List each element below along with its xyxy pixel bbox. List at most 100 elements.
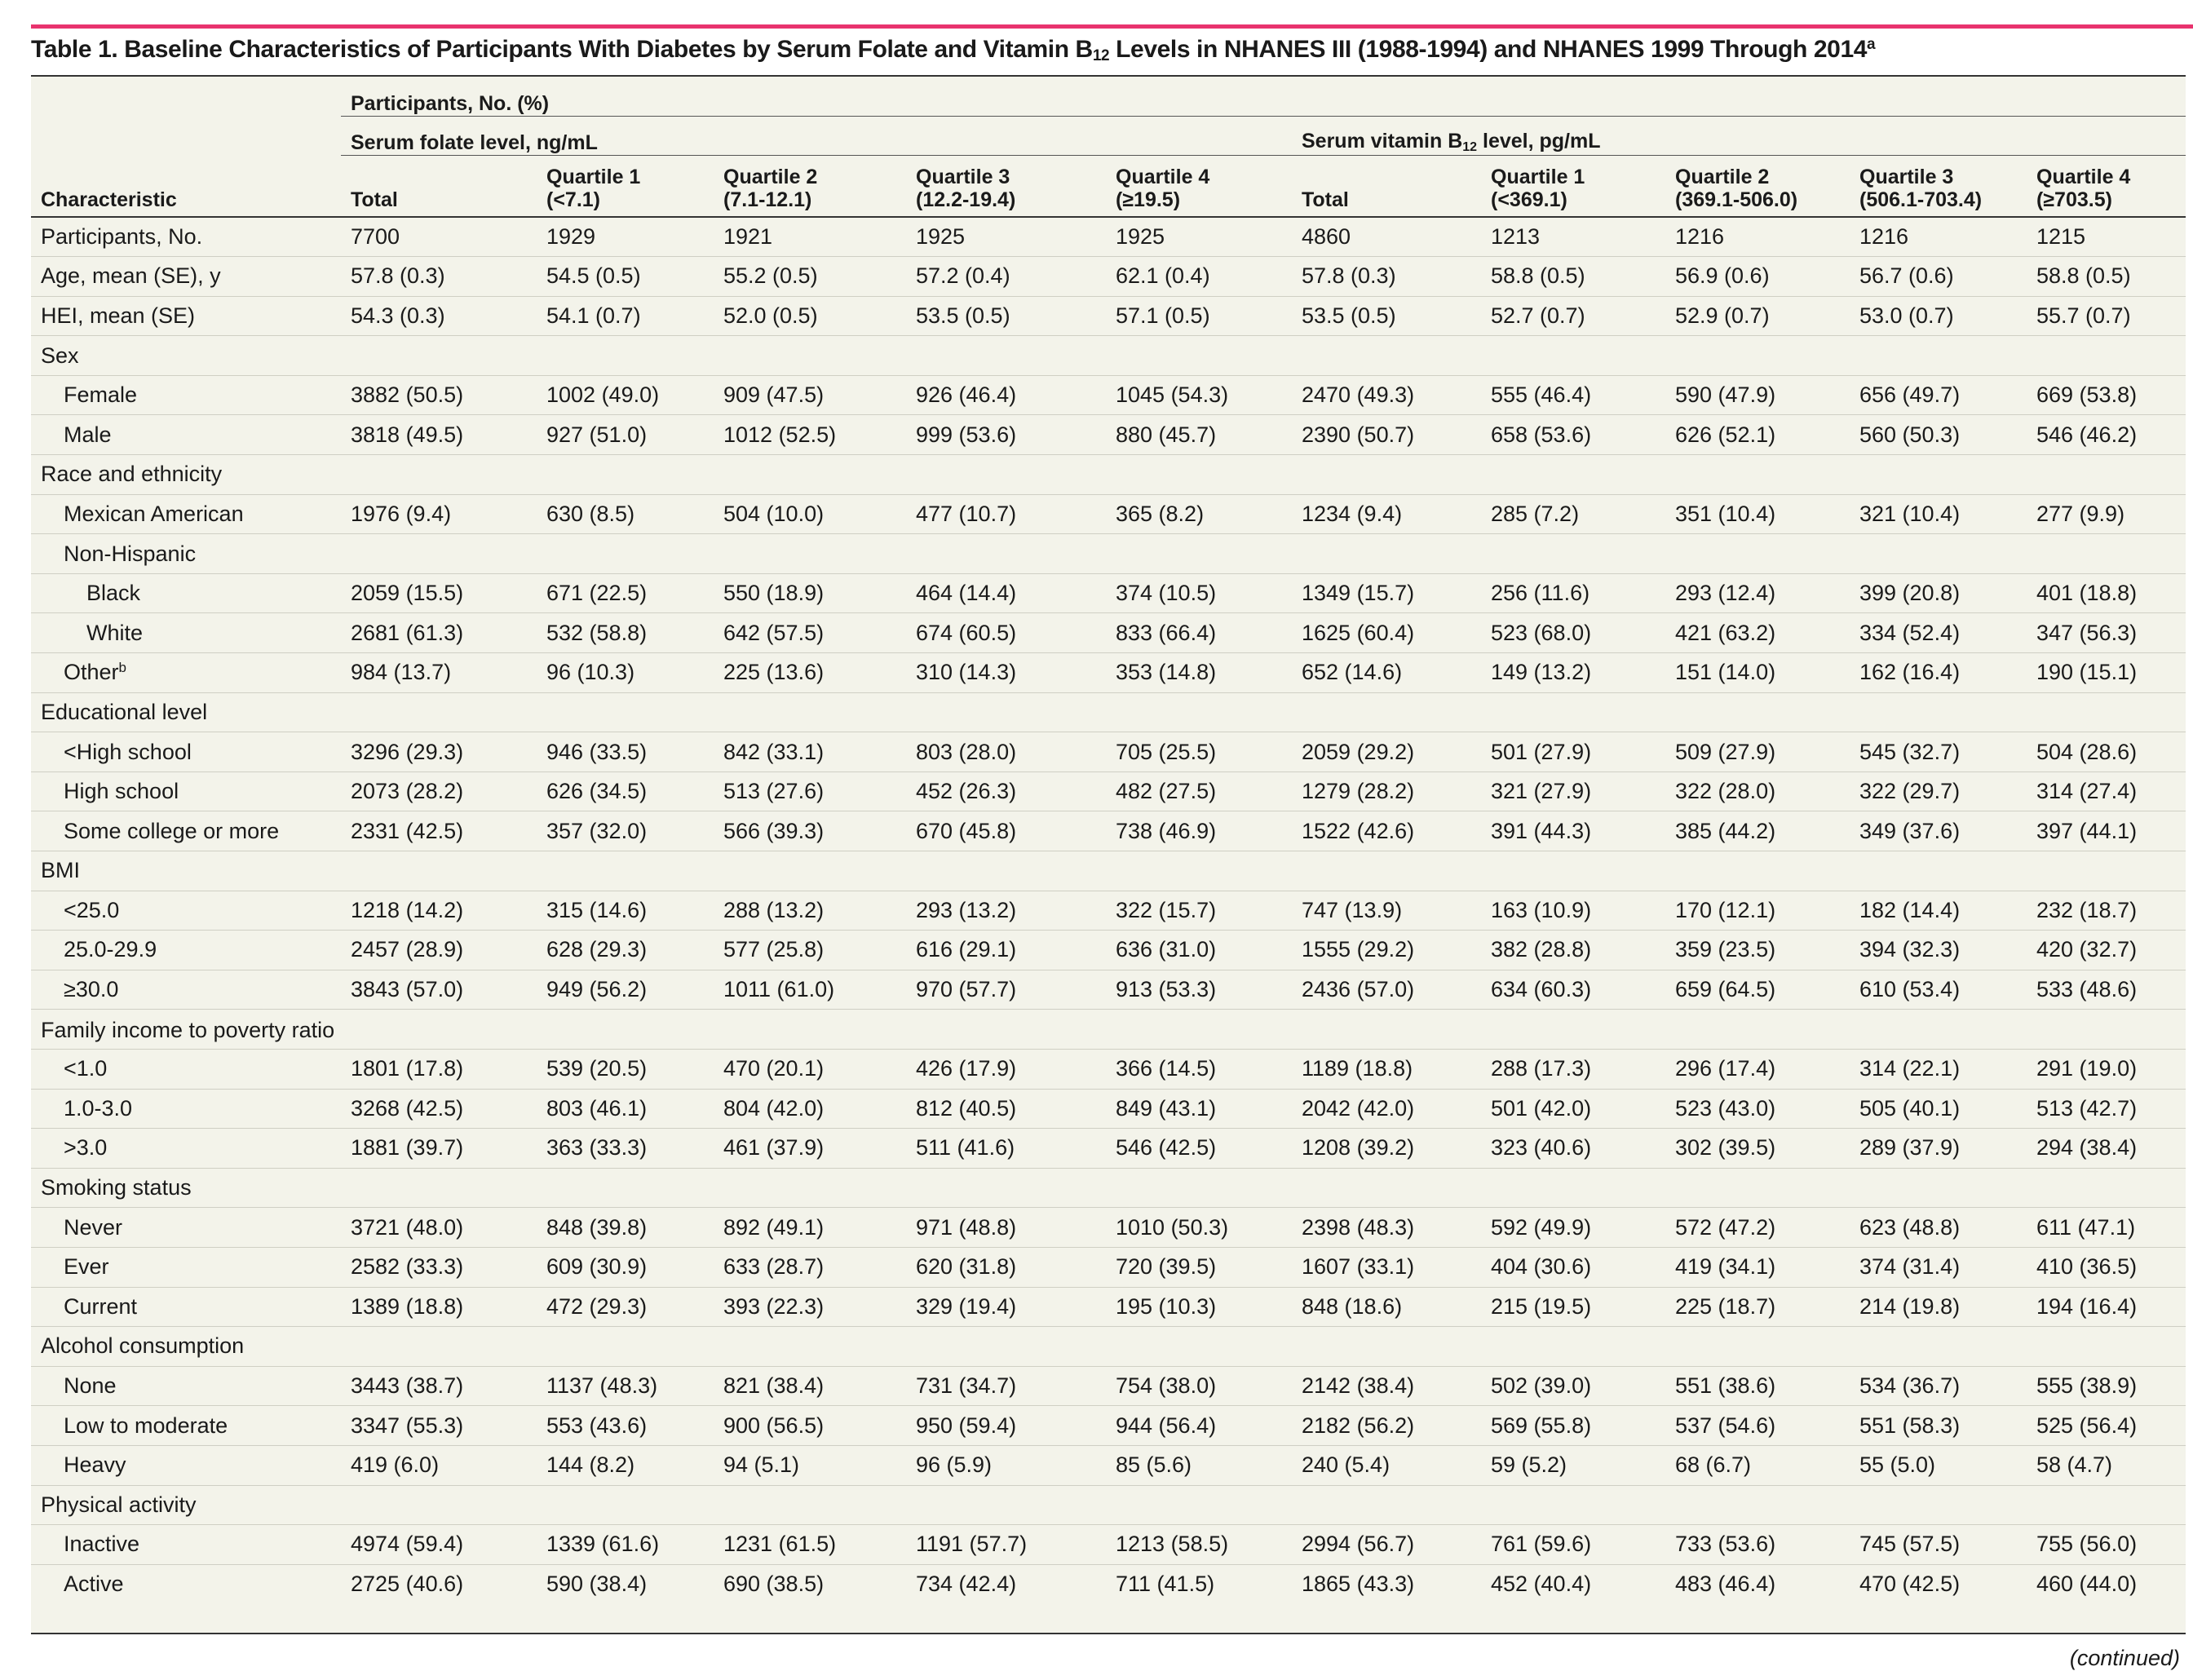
table-cell: 553 (43.6) — [537, 1405, 714, 1446]
table-cell: 58.8 (0.5) — [1481, 256, 1665, 297]
table-cell: 461 (37.9) — [714, 1128, 906, 1169]
table-cell: 293 (13.2) — [906, 890, 1106, 931]
table-cell — [906, 851, 1106, 891]
column-header-line1: Total — [351, 188, 398, 211]
table-cell — [341, 454, 537, 495]
table-row: Alcohol consumption — [31, 1326, 2186, 1367]
table-cell: 315 (14.6) — [537, 890, 714, 931]
table-cell: 842 (33.1) — [714, 732, 906, 772]
table-row: Sex — [31, 335, 2186, 376]
table-row: Black 2059 (15.5) 671 (22.5) 550 (18.9) 464 … — [31, 573, 2186, 613]
table-row: 1.0-3.0 3268 (42.5) 803 (46.1) 804 (42.0) 81… — [31, 1088, 2186, 1129]
table-cell — [1665, 1167, 1850, 1208]
column-header: Quartile 2 (7.1-12.1) — [714, 155, 906, 218]
table-cell: 289 (37.9) — [1850, 1128, 2027, 1169]
row-label-text: Active — [64, 1572, 124, 1597]
table-cell — [537, 1167, 714, 1208]
table-cell: 949 (56.2) — [537, 969, 714, 1010]
table-cell: 182 (14.4) — [1850, 890, 2027, 931]
table-cell: 1522 (42.6) — [1292, 811, 1481, 851]
row-label-text: Some college or more — [64, 818, 280, 843]
table-cell: 55.7 (0.7) — [2027, 295, 2186, 336]
table-cell — [1292, 1167, 1481, 1208]
table-cell: 754 (38.0) — [1106, 1365, 1292, 1406]
row-label: <High school — [31, 732, 341, 772]
b12-group-header: Serum vitamin B12 level, pg/mL — [1292, 116, 2186, 156]
row-label: White — [31, 612, 341, 653]
column-header-line1: Quartile 2 — [723, 166, 818, 188]
row-label: High school — [31, 771, 341, 811]
table-cell: 670 (45.8) — [906, 811, 1106, 851]
table-cell: 505 (40.1) — [1850, 1088, 2027, 1129]
table-cell: 1191 (57.7) — [906, 1524, 1106, 1565]
table-cell — [341, 1484, 537, 1525]
table-cell — [1665, 1326, 1850, 1367]
table-row: Active 2725 (40.6) 590 (38.4) 690 (38.5) 734… — [31, 1563, 2186, 1604]
table-cell: 57.2 (0.4) — [906, 256, 1106, 297]
row-label: Family income to poverty ratio — [31, 1009, 341, 1050]
table-cell — [1292, 1326, 1481, 1367]
table-cell: 848 (18.6) — [1292, 1286, 1481, 1327]
table-cell: 310 (14.3) — [906, 652, 1106, 693]
table-cell — [1106, 692, 1292, 732]
table-cell: 747 (13.9) — [1292, 890, 1481, 931]
table-cell — [1665, 851, 1850, 891]
table-row: Non-Hispanic — [31, 533, 2186, 574]
row-label-text: <25.0 — [64, 897, 120, 922]
table-cell: 623 (48.8) — [1850, 1207, 2027, 1248]
table-cell: 546 (42.5) — [1106, 1128, 1292, 1169]
table-cell: 3721 (48.0) — [341, 1207, 537, 1248]
table-cell: 58.8 (0.5) — [2027, 256, 2186, 297]
table-cell: 2398 (48.3) — [1292, 1207, 1481, 1248]
row-label: Active — [31, 1563, 341, 1604]
table-cell — [1850, 1167, 2027, 1208]
table-cell: 944 (56.4) — [1106, 1405, 1292, 1446]
table-cell: 452 (26.3) — [906, 771, 1106, 811]
table-cell: 803 (46.1) — [537, 1088, 714, 1129]
table-cell — [1481, 454, 1665, 495]
row-label-text: 25.0-29.9 — [64, 937, 157, 962]
table-cell — [341, 851, 537, 891]
table-cell: 144 (8.2) — [537, 1444, 714, 1485]
table-cell: 555 (38.9) — [2027, 1365, 2186, 1406]
row-label-text: Participants, No. — [41, 224, 203, 250]
table-cell: 533 (48.6) — [2027, 969, 2186, 1010]
table-cell: 195 (10.3) — [1106, 1286, 1292, 1327]
table-cell: 225 (13.6) — [714, 652, 906, 693]
table-cell: 946 (33.5) — [537, 732, 714, 772]
row-label-text: Race and ethnicity — [41, 462, 223, 487]
table-cell: 291 (19.0) — [2027, 1048, 2186, 1090]
table-cell: 523 (43.0) — [1665, 1088, 1850, 1129]
table-cell: 53.5 (0.5) — [906, 295, 1106, 336]
table-cell: 2042 (42.0) — [1292, 1088, 1481, 1129]
table-cell — [1665, 454, 1850, 495]
table-cell: 738 (46.9) — [1106, 811, 1292, 851]
table-cell: 970 (57.7) — [906, 969, 1106, 1010]
table-cell: 569 (55.8) — [1481, 1405, 1665, 1446]
row-label: Inactive — [31, 1524, 341, 1565]
table-row: >3.0 1881 (39.7) 363 (33.3) 461 (37.9) 511 (… — [31, 1128, 2186, 1169]
table-row: Smoking status — [31, 1167, 2186, 1208]
row-label-text: White — [86, 620, 144, 645]
table-cell: 277 (9.9) — [2027, 493, 2186, 534]
column-header-line2: (<7.1) — [546, 188, 601, 211]
table-cell: 2582 (33.3) — [341, 1246, 537, 1288]
table-cell: 482 (27.5) — [1106, 771, 1292, 811]
table-cell: 634 (60.3) — [1481, 969, 1665, 1010]
table-cell: 705 (25.5) — [1106, 732, 1292, 772]
table-cell — [2027, 1326, 2186, 1367]
table-row: Mexican American 1976 (9.4) 630 (8.5) 504 (… — [31, 493, 2186, 534]
row-label: Alcohol consumption — [31, 1326, 341, 1367]
table-cell: 1231 (61.5) — [714, 1524, 906, 1565]
table-cell: 314 (22.1) — [1850, 1048, 2027, 1090]
table-cell: 900 (56.5) — [714, 1405, 906, 1446]
table-cell: 545 (32.7) — [1850, 732, 2027, 772]
table-cell: 1218 (14.2) — [341, 890, 537, 931]
table-cell — [1850, 692, 2027, 732]
characteristics-table: Participants, No. (%) Serum folate level… — [31, 77, 2186, 1604]
table-cell: 162 (16.4) — [1850, 652, 2027, 693]
row-label: Male — [31, 414, 341, 455]
header-blank — [31, 77, 341, 116]
table-cell: 55 (5.0) — [1850, 1444, 2027, 1485]
table-cell: 971 (48.8) — [906, 1207, 1106, 1248]
